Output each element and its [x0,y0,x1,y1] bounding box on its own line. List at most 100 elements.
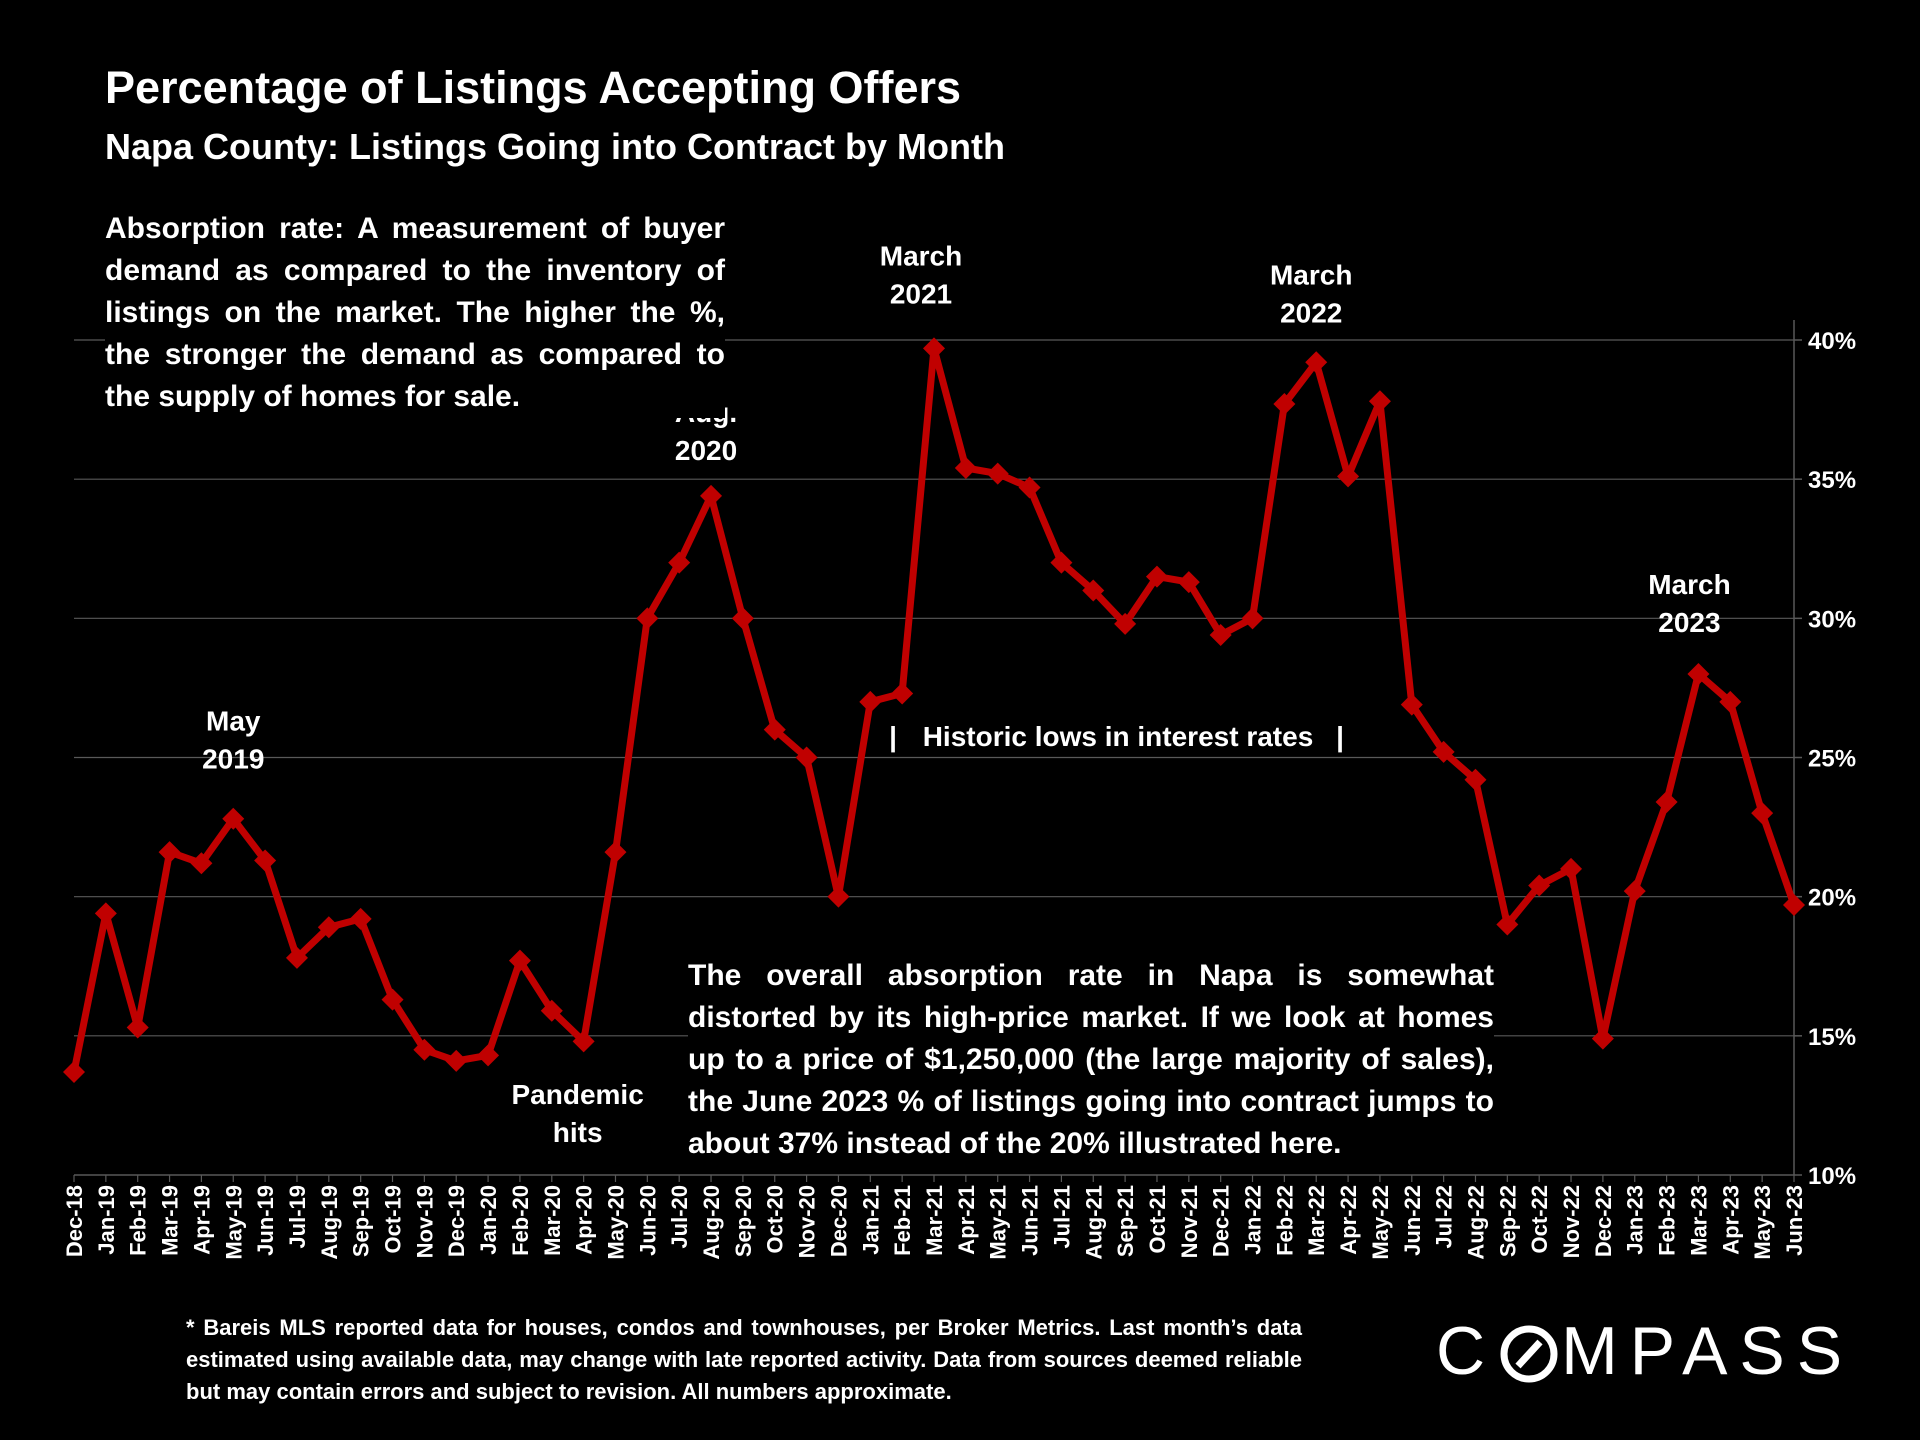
y-tick-label: 35% [1808,467,1856,494]
x-tick-label: May-22 [1368,1185,1393,1260]
data-point [795,746,818,769]
x-tick-label: Dec-20 [826,1185,851,1257]
data-point [1783,894,1805,917]
data-point [859,690,882,713]
data-point [923,337,945,360]
data-point [1464,768,1487,791]
data-point [381,988,404,1011]
data-point [190,852,213,875]
x-tick-label: Jul-22 [1432,1185,1457,1249]
chart-title: Percentage of Listings Accepting Offers [105,62,962,113]
range-bar-left: | [889,721,897,752]
data-point [1050,551,1073,574]
x-tick-label: Nov-22 [1559,1185,1584,1258]
data-point [954,457,977,480]
data-point [986,462,1009,485]
x-tick-label: Aug-20 [699,1185,724,1260]
data-point [1018,476,1041,499]
x-tick-label: Jan-22 [1241,1185,1266,1255]
data-point [254,849,277,872]
data-point [413,1038,436,1061]
x-tick-label: Jan-19 [94,1185,119,1255]
data-point [636,607,659,630]
data-point [94,902,117,925]
x-tick-label: Apr-23 [1718,1185,1743,1255]
x-tick-label: May-21 [986,1185,1011,1260]
x-tick-label: Jul-20 [667,1185,692,1249]
x-tick-label: May-19 [221,1185,246,1260]
data-point [477,1044,500,1067]
data-point [1591,1027,1614,1050]
x-tick-label: Dec-18 [62,1185,87,1257]
x-tick-label: Mar-21 [922,1185,947,1256]
data-point [827,885,850,908]
y-axis: 10% 15% 20% 25% 30% 35% 40% [1793,320,1856,1190]
x-tick-label: Nov-21 [1177,1185,1202,1258]
annotation-peak: May 2019 [202,706,264,775]
data-point [1241,607,1264,630]
data-point [1145,565,1168,588]
data-point [1623,880,1646,903]
data-point [1273,393,1296,416]
data-point [668,551,691,574]
data-point [1751,802,1774,825]
x-tick-label: Aug-22 [1463,1185,1488,1260]
x-tick-label: Feb-22 [1272,1185,1297,1256]
x-tick-label: Jan-23 [1623,1185,1648,1255]
data-point [763,718,786,741]
data-point [1432,740,1455,763]
logo-text-start: C [1436,1313,1498,1389]
data-point [508,949,531,972]
x-tick-label: Oct-21 [1145,1185,1170,1253]
compass-logo: C MPASS [1436,1312,1854,1392]
x-tick-label: Jan-21 [858,1185,883,1255]
x-axis: Dec-18 Jan-19 Feb-19 Mar-19 Apr-19 May-19 Jun-… [62,1174,1807,1260]
annotation-peak: March 2021 [880,240,962,309]
x-tick-label: Mar-19 [158,1185,183,1256]
x-tick-label: Aug-21 [1081,1185,1106,1260]
data-point [1687,663,1710,685]
data-point [317,916,340,939]
data-point [1400,693,1423,716]
y-tick-label: 40% [1808,328,1856,355]
y-tick-label: 25% [1808,746,1856,773]
data-point [1496,913,1519,936]
x-tick-label: Feb-20 [508,1185,533,1256]
x-tick-label: Nov-20 [795,1185,820,1258]
x-tick-label: Dec-21 [1209,1185,1234,1257]
x-tick-label: Dec-19 [444,1185,469,1257]
y-tick-label: 15% [1808,1024,1856,1051]
x-tick-label: May-23 [1750,1185,1775,1260]
data-point [1719,690,1742,713]
data-point [445,1049,468,1072]
range-bar-right: | [1336,721,1344,752]
range-label: Historic lows in interest rates [923,721,1314,752]
data-point [1082,579,1105,602]
x-tick-label: Mar-22 [1304,1185,1329,1256]
data-point [731,607,754,630]
data-point [1337,465,1360,488]
footnote: * Bareis MLS reported data for houses, c… [186,1315,1302,1404]
x-tick-label: Sep-20 [731,1185,756,1257]
annotation-pandemic: Pandemic hits [511,1079,643,1148]
absorption-definition: Absorption rate: A measurement of buyer … [105,208,725,418]
series-line [63,337,1805,1084]
y-tick-label: 20% [1808,885,1856,912]
data-point [285,946,308,969]
data-point [604,841,627,864]
x-tick-label: Sep-21 [1113,1185,1138,1257]
data-point [1368,390,1391,413]
data-point [1209,624,1232,647]
x-tick-label: Apr-19 [189,1185,214,1255]
y-tick-label: 30% [1808,606,1856,633]
x-tick-label: May-20 [603,1185,628,1260]
x-tick-label: Jul-21 [1049,1185,1074,1249]
data-point [1655,791,1678,814]
data-point [540,999,563,1022]
data-point [700,484,723,507]
logo-slashed-o-icon [1500,1325,1558,1383]
data-point [1305,351,1328,374]
x-tick-label: Apr-22 [1336,1185,1361,1255]
x-tick-label: Jun-20 [635,1185,660,1256]
x-tick-label: Oct-20 [763,1185,788,1253]
